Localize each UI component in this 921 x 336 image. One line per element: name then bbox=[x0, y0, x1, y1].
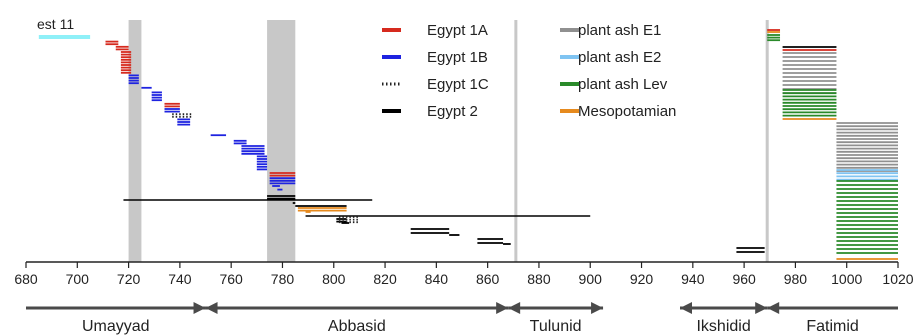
period-label: Ikshidid bbox=[696, 318, 750, 335]
x-tick-label: 720 bbox=[117, 271, 141, 287]
x-tick-label: 1000 bbox=[831, 271, 862, 287]
x-tick-label: 900 bbox=[579, 271, 603, 287]
legend: Egypt 1A Egypt 1B Egypt 1C Egypt 2 plant ash… bbox=[382, 22, 676, 120]
x-tick-label: 940 bbox=[681, 271, 705, 287]
x-tick-label: 800 bbox=[322, 271, 346, 287]
shaded-range bbox=[267, 20, 296, 262]
legend-label: plant ash Lev bbox=[578, 76, 668, 93]
annotation-est-11: est 11 bbox=[37, 16, 74, 32]
period-label: Tulunid bbox=[530, 318, 582, 335]
period-arrow-head bbox=[755, 302, 768, 314]
reference-lines bbox=[514, 20, 769, 262]
legend-label: plant ash E2 bbox=[578, 49, 661, 66]
x-tick-label: 820 bbox=[373, 271, 397, 287]
x-tick-label: 780 bbox=[271, 271, 295, 287]
range-bars bbox=[38, 29, 898, 260]
period-arrow-head bbox=[205, 302, 218, 314]
period-arrow-head bbox=[767, 302, 780, 314]
legend-label: Egypt 1C bbox=[427, 76, 489, 93]
x-tick-label: 1020 bbox=[882, 271, 913, 287]
period-arrows: Umayyad Abbasid Tulunid Ikshidid Fatimid bbox=[26, 302, 898, 335]
x-tick-label: 840 bbox=[425, 271, 449, 287]
legend-label: Mesopotamian bbox=[578, 103, 676, 120]
legend-label: Egypt 1B bbox=[427, 49, 488, 66]
x-tick-label: 680 bbox=[14, 271, 38, 287]
period-arrow-head bbox=[193, 302, 206, 314]
x-axis: 680 700 720 740 760 780 800 820 840 860 880 900 920 9… bbox=[14, 261, 914, 287]
x-tick-label: 980 bbox=[784, 271, 808, 287]
x-tick-label: 760 bbox=[219, 271, 243, 287]
x-tick-label: 700 bbox=[66, 271, 90, 287]
period-arrow-head bbox=[680, 302, 692, 314]
legend-label: plant ash E1 bbox=[578, 22, 661, 39]
x-tick-label: 740 bbox=[168, 271, 192, 287]
x-tick-label: 860 bbox=[476, 271, 500, 287]
x-tick-label: 960 bbox=[732, 271, 756, 287]
period-label: Fatimid bbox=[806, 318, 858, 335]
x-tick-label: 920 bbox=[630, 271, 654, 287]
period-label: Umayyad bbox=[82, 318, 150, 335]
shaded-regions bbox=[128, 20, 296, 262]
period-arrow-head bbox=[496, 302, 509, 314]
x-tick-label: 880 bbox=[527, 271, 551, 287]
period-arrow-head bbox=[591, 302, 604, 314]
period-label: Abbasid bbox=[328, 318, 386, 335]
legend-label: Egypt 2 bbox=[427, 103, 478, 120]
legend-label: Egypt 1A bbox=[427, 22, 488, 39]
period-arrow-head bbox=[508, 302, 521, 314]
